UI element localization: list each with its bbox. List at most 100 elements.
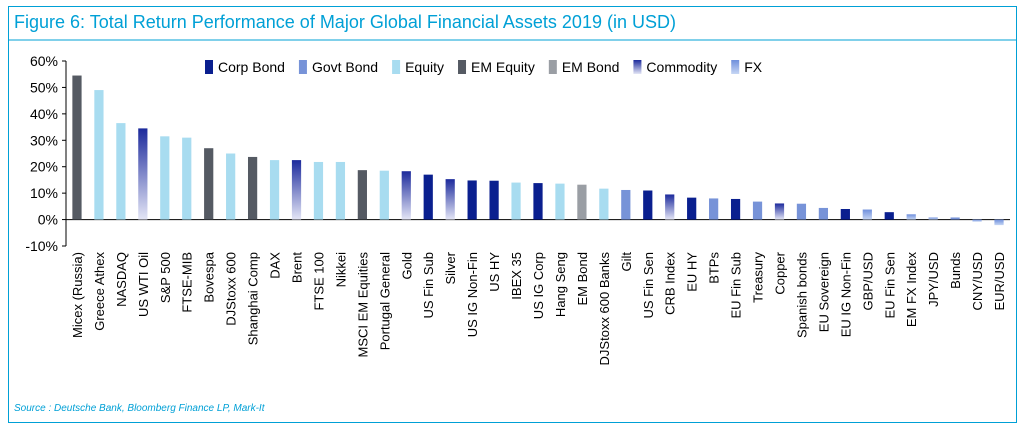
legend-swatch-equity — [392, 60, 401, 74]
bar-greece-athex — [94, 90, 104, 220]
x-tick-label: FTSE 100 — [311, 252, 326, 311]
y-axis: -10% 0% 10% 20% 30% 40% 50% 60% — [25, 53, 1010, 254]
x-tick-label: MSCI EM Equities — [355, 252, 370, 358]
x-tick-label: Shanghai Comp — [246, 252, 261, 345]
x-tick-label: Gilt — [619, 252, 634, 272]
bar-eur-usd — [994, 219, 1004, 226]
x-tick-label: JPY/USD — [926, 252, 941, 307]
bar-crb-index — [665, 194, 675, 220]
legend-label-commodity: Commodity — [646, 59, 717, 75]
chart-source: Source : Deutsche Bank, Bloomberg Financ… — [14, 403, 266, 414]
x-tick-label: CNY/USD — [970, 252, 985, 311]
x-tick-label: DAX — [268, 252, 283, 279]
bar-us-ig-corp — [533, 183, 543, 220]
bar-djstoxx-600 — [226, 153, 236, 220]
y-tick-label: 0% — [38, 212, 58, 228]
legend: Corp Bond Govt Bond Equity EM Equity EM Bond… — [205, 59, 763, 75]
x-tick-label: Treasury — [751, 252, 766, 303]
bar-us-ig-non-fin — [467, 180, 477, 220]
x-tick-label: NASDAQ — [114, 252, 129, 307]
x-tick-label: S&P 500 — [158, 252, 173, 303]
x-tick-label: Silver — [443, 251, 458, 284]
bars — [72, 75, 1004, 226]
bar-em-fx-index — [906, 214, 916, 220]
legend-swatch-fx — [731, 60, 740, 74]
bar-msci-em-equities — [357, 170, 367, 220]
bar-nasdaq — [116, 123, 126, 220]
bar-jpy-usd — [928, 217, 938, 220]
legend-swatch-commodity — [633, 60, 642, 74]
x-tick-label: EM FX Index — [904, 252, 919, 328]
bar-hang-seng — [555, 183, 565, 220]
legend-label-corp-bond: Corp Bond — [218, 59, 285, 75]
legend-label-equity: Equity — [405, 59, 444, 75]
legend-swatch-em-bond — [548, 60, 557, 74]
y-tick-label: 20% — [30, 159, 58, 175]
bar-gbp-usd — [862, 209, 872, 220]
x-tick-label: Bunds — [948, 252, 963, 289]
bar-ibex-35 — [511, 182, 521, 220]
x-tick-label: US Fin Sub — [421, 252, 436, 318]
bar-treasury — [752, 201, 763, 220]
x-tick-label: EU Fin Sen — [882, 252, 897, 318]
bar-bunds — [950, 217, 960, 220]
x-tick-label: EUR/USD — [992, 252, 1007, 311]
legend-label-em-equity: EM Equity — [471, 59, 535, 75]
bar-eu-hy — [687, 197, 697, 220]
figure-frame — [8, 6, 1017, 423]
bar-s-p-500 — [160, 136, 170, 220]
x-tick-label: Nikkei — [333, 252, 348, 288]
x-tick-label: CRB Index — [663, 252, 678, 315]
bar-spanish-bonds — [796, 203, 807, 220]
x-tick-label: US WTI Oil — [136, 252, 151, 317]
bar-brent — [291, 160, 302, 220]
bar-eu-sovereign — [818, 207, 829, 220]
bar-gold — [401, 171, 411, 220]
x-tick-label: US IG Corp — [531, 252, 546, 319]
bar-us-fin-sub — [423, 174, 433, 220]
x-tick-label: Hang Seng — [553, 252, 568, 317]
x-tick-label: Bovespa — [202, 251, 217, 302]
bar-eu-ig-non-fin — [840, 209, 850, 220]
x-axis-labels: Micex (Russia) Greece Athex NASDAQ US WTI O… — [70, 251, 1007, 365]
bar-em-bond — [577, 184, 587, 220]
bar-ftse-100 — [313, 161, 324, 220]
bar-bovespa — [204, 148, 214, 220]
x-tick-label: EU IG Non-Fin — [838, 252, 853, 337]
bar-djstoxx-600-banks — [599, 188, 609, 220]
x-tick-label: Portugal General — [377, 252, 392, 350]
bar-copper — [774, 203, 785, 220]
bar-eu-fin-sub — [730, 198, 741, 220]
x-tick-label: EU HY — [685, 252, 700, 292]
x-tick-label: Micex (Russia) — [70, 252, 85, 338]
x-tick-label: Brent — [290, 252, 305, 283]
legend-swatch-em-equity — [458, 60, 467, 74]
x-tick-label: Greece Athex — [92, 252, 107, 331]
bar-eu-fin-sen — [884, 212, 894, 220]
bar-nikkei — [335, 161, 346, 220]
x-tick-label: DJStoxx 600 — [224, 252, 239, 326]
x-tick-label: BTPs — [707, 252, 722, 284]
y-tick-label: 30% — [30, 132, 58, 148]
bar-dax — [269, 160, 280, 220]
x-tick-label: EU Fin Sub — [729, 252, 744, 318]
bar-portugal-general — [379, 170, 389, 220]
x-tick-label: US Fin Sen — [641, 252, 656, 318]
x-tick-label: FTSE-MIB — [180, 252, 195, 313]
legend-swatch-govt-bond — [298, 60, 307, 74]
y-tick-label: 40% — [30, 106, 58, 122]
legend-label-govt-bond: Govt Bond — [312, 59, 378, 75]
bar-silver — [445, 179, 455, 220]
bar-shanghai-comp — [247, 156, 258, 220]
x-tick-label: US HY — [487, 252, 502, 292]
y-tick-label: 60% — [30, 53, 58, 69]
legend-label-em-bond: EM Bond — [562, 59, 620, 75]
x-tick-label: DJStoxx 600 Banks — [597, 252, 612, 366]
bar-ftse-mib — [182, 137, 192, 220]
y-tick-label: 10% — [30, 185, 58, 201]
bar-micex-russia — [72, 75, 82, 220]
x-tick-label: US IG Non-Fin — [465, 252, 480, 337]
x-tick-label: IBEX 35 — [509, 252, 524, 300]
